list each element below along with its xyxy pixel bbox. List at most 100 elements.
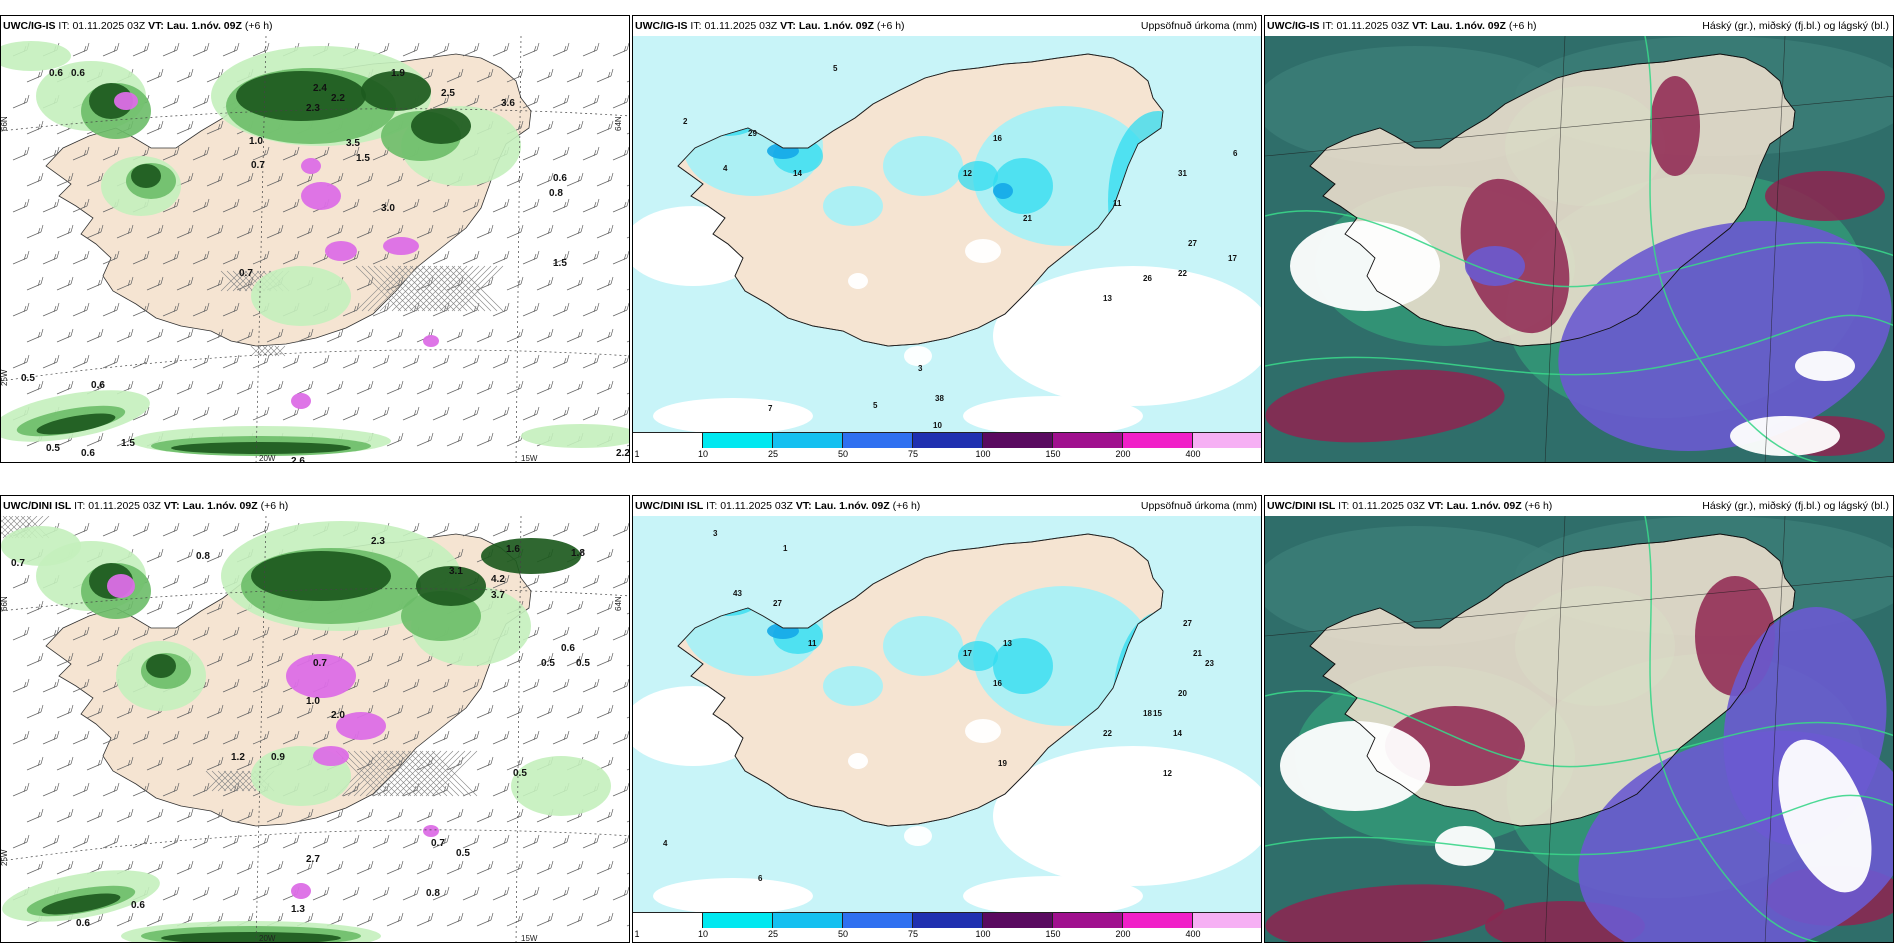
wind-barb: [86, 432, 104, 447]
wind-barb: [42, 678, 60, 693]
wind-barb: [342, 198, 360, 213]
wind-value-label: 1.0: [249, 136, 263, 147]
wind-barb: [176, 380, 194, 395]
coastline: [1309, 53, 1796, 347]
wind-barb: [236, 756, 254, 771]
precip-value-label: 20: [1178, 689, 1187, 698]
wind-barb: [596, 328, 614, 343]
precip-value-label: 14: [1173, 729, 1182, 738]
wind-shade-dark: [41, 893, 121, 915]
wind-barb: [372, 354, 390, 369]
wind-barb: [102, 730, 120, 745]
wind-barb: [56, 328, 74, 343]
cloud-cover-red: [1265, 369, 1505, 443]
wind-barb: [222, 834, 240, 849]
wind-barb: [72, 626, 90, 641]
wind-barb: [582, 250, 600, 265]
wind-barb: [162, 626, 180, 641]
wind-barb: [522, 198, 540, 213]
hatch-line: [407, 750, 454, 797]
wind-barb: [116, 704, 134, 719]
wind-barb: [492, 574, 510, 589]
vt-label: VT:: [795, 500, 812, 512]
wind-barb: [596, 600, 614, 615]
wind-barb: [162, 406, 180, 421]
wind-barb: [132, 782, 150, 797]
lon-line: [1544, 516, 1566, 942]
wind-barb: [582, 406, 600, 421]
wind-barb: [552, 730, 570, 745]
wind-barb: [26, 756, 44, 771]
colorbar-segment: [1053, 432, 1123, 448]
wind-barb: [416, 380, 434, 395]
wind-barb: [176, 548, 194, 563]
wind-barb: [402, 730, 420, 745]
hatch-line: [205, 770, 227, 792]
wind-barb: [162, 574, 180, 589]
wind-barb: [582, 42, 600, 57]
panel-header: UWC/IG-IS IT: 01.11.2025 03Z VT: Lau. 1.…: [1, 16, 629, 36]
wind-barb: [266, 224, 284, 239]
wind-barb: [192, 354, 210, 369]
wind-barb: [506, 808, 524, 823]
hatch-line: [229, 770, 251, 792]
colorbar-tick: 75: [907, 449, 919, 459]
wind-barb: [296, 172, 314, 187]
wind-barb: [596, 380, 614, 395]
wind-barb: [416, 808, 434, 823]
wind-barb: [176, 328, 194, 343]
precip-value-label: 3: [918, 364, 923, 373]
wind-barb: [386, 328, 404, 343]
wind-barb: [72, 678, 90, 693]
wind-barb: [116, 432, 134, 447]
wind-barb: [432, 198, 450, 213]
wind-barb: [432, 42, 450, 57]
glacier-patch: [965, 239, 1001, 263]
wind-barb: [462, 886, 480, 901]
model-name: UWC/IG-IS: [3, 20, 56, 32]
precip-value-label: 4: [723, 164, 728, 173]
wind-barb: [342, 834, 360, 849]
wind-barb: [596, 912, 614, 927]
wind-barb: [446, 860, 464, 875]
wind-barb: [192, 94, 210, 109]
precip-value-label: 5: [873, 401, 878, 410]
wind-barb: [582, 678, 600, 693]
wind-value-label: 0.5: [456, 848, 470, 859]
wind-value-label: 0.5: [46, 443, 60, 454]
it-value: 01.11.2025 03Z: [704, 20, 778, 32]
wind-barb: [386, 652, 404, 667]
wind-barb: [192, 782, 210, 797]
wind-barb: [552, 522, 570, 537]
wind-barb: [176, 600, 194, 615]
panel-header: UWC/DINI ISL IT: 01.11.2025 03Z VT: Lau.…: [1, 496, 629, 516]
axis-label: 25W: [1, 369, 9, 386]
wind-shade-magenta: [325, 241, 357, 261]
wind-barb: [56, 172, 74, 187]
wind-barb: [146, 380, 164, 395]
precip-value-label: 38: [935, 394, 944, 403]
wind-barb: [492, 522, 510, 537]
wind-barb: [446, 328, 464, 343]
wind-barb: [612, 678, 629, 693]
wind-barb: [552, 302, 570, 317]
wind-barb: [476, 860, 494, 875]
wind-map: 66N 64N 25W 20W 15W 0.7 0.8 2.3 1.6 1.8 3.1 4.2 3.7 0…: [1, 516, 629, 942]
wind-barb: [86, 912, 104, 927]
wind-value-label: 1.5: [553, 258, 567, 269]
wind-value-label: 0.6: [561, 643, 575, 654]
wind-barb: [582, 834, 600, 849]
wind-barb: [462, 42, 480, 57]
wind-barb: [162, 782, 180, 797]
hatch-line: [274, 345, 286, 357]
wind-barb: [492, 42, 510, 57]
wind-barb: [566, 120, 584, 135]
wind-shade-dark: [161, 932, 341, 942]
axis-label: 64N: [614, 116, 623, 131]
wind-barb: [116, 276, 134, 291]
wind-barb: [596, 704, 614, 719]
wind-barb: [612, 574, 629, 589]
wind-barb: [132, 250, 150, 265]
wind-shade-magenta: [336, 712, 386, 740]
wind-barb: [506, 276, 524, 291]
